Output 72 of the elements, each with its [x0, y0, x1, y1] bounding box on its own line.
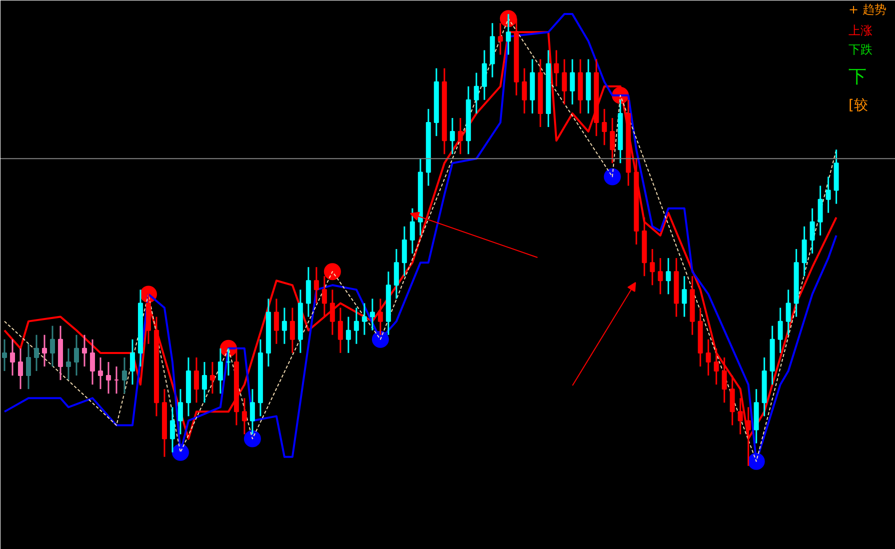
candlestick	[826, 176, 831, 214]
candlestick	[602, 108, 607, 146]
candlestick	[610, 117, 615, 164]
candlestick	[570, 58, 575, 106]
candlestick	[370, 298, 375, 332]
candlestick	[394, 248, 399, 300]
candlestick	[330, 288, 335, 336]
candlestick	[346, 316, 351, 354]
candlestick	[130, 338, 135, 386]
candlestick	[450, 117, 455, 155]
candlestick	[290, 307, 295, 354]
candlestick	[306, 266, 311, 318]
candlestick	[282, 307, 287, 345]
candlestick	[410, 208, 415, 254]
candlestick	[786, 288, 791, 336]
candlestick	[706, 338, 711, 376]
candlestick	[818, 185, 823, 236]
text: + 趋势	[848, 2, 886, 16]
candlestick	[650, 248, 655, 286]
text: [较	[848, 98, 868, 114]
candlestick	[170, 406, 175, 454]
point	[604, 168, 621, 186]
candlestick	[362, 302, 367, 336]
candlestick	[50, 325, 55, 368]
candlestick	[354, 307, 359, 345]
candlestick	[210, 361, 215, 394]
candlestick	[682, 275, 687, 318]
candlestick	[26, 343, 31, 390]
candlestick	[42, 334, 47, 368]
point	[244, 430, 261, 448]
candlestick	[722, 356, 727, 404]
candlestick	[194, 356, 199, 404]
candlestick	[106, 361, 111, 394]
text: 下跌	[848, 42, 872, 56]
candlestick	[178, 388, 183, 436]
candlestick	[250, 388, 255, 436]
candlestick	[242, 397, 247, 436]
candlestick	[2, 338, 7, 372]
candlestick	[18, 348, 23, 390]
candlestick	[730, 374, 735, 426]
candlestick	[474, 72, 479, 114]
candlestick	[82, 334, 87, 368]
candlestick	[482, 49, 487, 101]
candlestick	[66, 348, 71, 381]
candlestick	[714, 348, 719, 386]
candlestick	[810, 208, 815, 254]
candlestick	[314, 266, 319, 304]
candlestick	[738, 397, 743, 436]
candlestick	[218, 348, 223, 394]
text: 下	[848, 66, 866, 88]
candlestick	[74, 334, 79, 376]
candlestick	[378, 298, 383, 336]
candlestick	[666, 257, 671, 295]
candlestick	[506, 13, 511, 56]
candlestick	[98, 356, 103, 390]
candlestick	[554, 49, 559, 88]
candlestick	[522, 68, 527, 114]
candlestick	[90, 338, 95, 386]
candlestick	[202, 361, 207, 404]
candlestick	[778, 307, 783, 354]
candlestick	[562, 58, 567, 106]
candlestick	[274, 298, 279, 345]
candlestick	[10, 338, 15, 376]
candlestick	[458, 117, 463, 155]
candlestick	[658, 257, 663, 295]
candlestick	[338, 307, 343, 354]
point	[324, 263, 341, 280]
text: 上涨	[848, 24, 872, 38]
candlestick	[402, 226, 407, 277]
candlestick	[34, 334, 39, 372]
candlestick	[802, 226, 807, 277]
candlestick	[122, 356, 127, 394]
